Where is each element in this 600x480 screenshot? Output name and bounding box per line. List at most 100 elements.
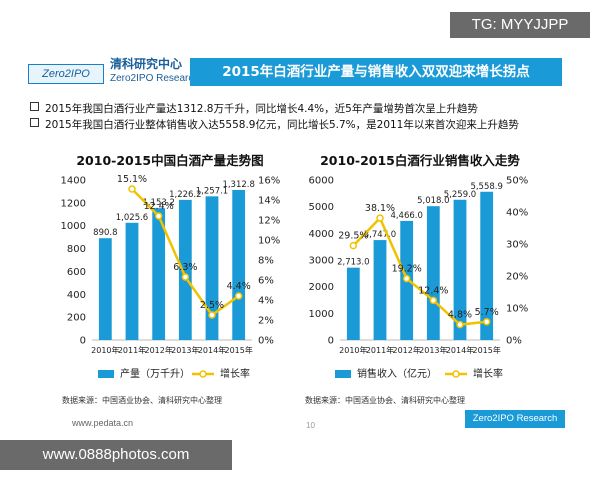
legend-label-bar: 销售收入（亿元） — [357, 367, 437, 380]
legend-marker-line — [199, 370, 207, 378]
x-tick-label: 2014年 — [198, 345, 226, 355]
growth-rate-point — [349, 241, 358, 250]
legend-label-bar: 产量（万千升） — [120, 367, 190, 380]
y2-tick-label: 14% — [258, 196, 280, 207]
growth-rate-point — [456, 320, 464, 329]
footer-brand: Zero2IPO Research — [465, 410, 565, 428]
growth-rate-point — [128, 185, 136, 193]
growth-rate-data-label: 2.5% — [200, 300, 224, 311]
page-number: 10 — [306, 421, 315, 430]
bar — [178, 199, 192, 340]
bar-data-label: 1,312.8 — [222, 180, 254, 190]
bar — [232, 189, 246, 340]
x-tick-label: 2011年 — [118, 345, 146, 355]
growth-rate-line — [352, 215, 487, 326]
bar — [98, 238, 112, 340]
bar-data-label: 890.8 — [93, 228, 117, 238]
bar — [125, 222, 139, 340]
watermark: www.0888photos.com — [0, 440, 232, 470]
bullet-production: 2015年我国白酒行业产量达1312.8万千升，同比增长4.4%，近5年产量增势… — [30, 101, 478, 116]
zero2ipo-logo: Zero2IPO — [28, 64, 104, 84]
x-tick-label: 2010年 — [339, 345, 367, 355]
y2-tick-label: 0% — [258, 336, 274, 347]
growth-rate-data-label: 19.2% — [392, 264, 422, 275]
legend-marker-line — [452, 370, 460, 378]
bar — [152, 208, 166, 340]
x-tick-label: 2014年 — [446, 345, 474, 355]
y2-tick-label: 0% — [506, 336, 522, 347]
bar-data-label: 2,713.0 — [337, 258, 369, 268]
bar-data-label: 5,018.0 — [417, 196, 449, 206]
y-tick-label: 400 — [67, 290, 86, 301]
bar-data-label: 3,747.0 — [364, 230, 396, 240]
growth-rate-data-label: 15.1% — [117, 174, 147, 185]
logo-name-cn: 清科研究中心 — [110, 57, 183, 71]
y-tick-label: 6000 — [309, 176, 334, 187]
y-tick-label: 0 — [328, 336, 334, 347]
x-tick-label: 2015年 — [224, 345, 252, 355]
y2-tick-label: 50% — [506, 176, 528, 187]
y2-tick-label: 16% — [258, 176, 280, 187]
y-tick-label: 1400 — [61, 176, 86, 187]
legend-label-line: 增长率 — [220, 367, 250, 380]
x-tick-label: 2012年 — [144, 345, 172, 355]
bar — [480, 191, 494, 340]
y-tick-label: 200 — [67, 313, 86, 324]
bullet-text: 2015年我国白酒行业产量达1312.8万千升，同比增长4.4%，近5年产量增势… — [45, 103, 478, 115]
source-note-revenue: 数据来源：中国酒业协会、清科研究中心整理 — [305, 396, 465, 405]
x-tick-label: 2011年 — [366, 345, 394, 355]
bar — [346, 267, 360, 340]
growth-rate-data-label: 12.4% — [144, 201, 174, 212]
y2-tick-label: 10% — [506, 304, 528, 315]
x-tick-label: 2010年 — [91, 345, 119, 355]
bullet-revenue: 2015年我国白酒行业整体销售收入达5558.9亿元，同比增长5.7%，是201… — [30, 117, 519, 132]
growth-rate-data-label: 29.5% — [338, 231, 368, 242]
logo-name-en: Zero2IPO Research — [110, 73, 199, 84]
growth-rate-point — [429, 296, 438, 305]
growth-rate-point — [208, 311, 216, 319]
chart-title-revenue: 2010-2015白酒行业销售收入走势 — [320, 153, 520, 168]
growth-rate-data-label: 4.8% — [448, 310, 472, 321]
x-tick-label: 2013年 — [171, 345, 199, 355]
x-tick-label: 2013年 — [419, 345, 447, 355]
y2-tick-label: 40% — [506, 208, 528, 219]
x-tick-label: 2015年 — [472, 345, 500, 355]
bar — [205, 196, 219, 340]
bar-data-label: 5,259.0 — [444, 190, 476, 200]
bar-data-label: 1,153.2 — [142, 198, 174, 208]
bullet-square-icon — [30, 102, 39, 111]
bar — [453, 199, 467, 340]
source-note-production: 数据来源：中国酒业协会、清科研究中心整理 — [62, 396, 222, 405]
growth-rate-point — [402, 274, 411, 283]
y-tick-label: 1000 — [309, 309, 334, 320]
x-tick-label: 2012年 — [392, 345, 420, 355]
legend-label-line: 增长率 — [473, 367, 503, 380]
y-tick-label: 3000 — [309, 256, 334, 267]
bar-data-label: 4,466.0 — [390, 211, 422, 221]
bullet-text: 2015年我国白酒行业整体销售收入达5558.9亿元，同比增长5.7%，是201… — [45, 119, 519, 131]
y-tick-label: 0 — [80, 336, 86, 347]
y-tick-label: 800 — [67, 244, 86, 255]
growth-rate-data-label: 5.7% — [475, 307, 499, 318]
bar-data-label: 1,025.6 — [116, 213, 148, 223]
growth-rate-point — [482, 318, 491, 326]
telegram-badge: TG: MYYJJPP — [450, 12, 590, 38]
legend-swatch-bar — [335, 370, 351, 378]
growth-rate-point — [234, 292, 243, 300]
growth-rate-data-label: 4.4% — [227, 281, 251, 292]
y-tick-label: 1000 — [61, 221, 86, 232]
legend-swatch-bar — [98, 370, 114, 378]
bar-data-label: 1,257.1 — [196, 186, 228, 196]
bar-data-label: 5,558.9 — [470, 182, 502, 192]
y2-tick-label: 30% — [506, 240, 528, 251]
y-tick-label: 2000 — [309, 282, 334, 293]
y2-tick-label: 2% — [258, 316, 274, 327]
growth-rate-point — [376, 214, 384, 222]
y2-tick-label: 20% — [506, 272, 528, 283]
y2-tick-label: 8% — [258, 256, 274, 267]
growth-rate-data-label: 6.3% — [173, 262, 197, 273]
revenue-chart: 0 1000 2000 3000 4000 5000 6000 0% 10% 20% 30% 40% 5… — [309, 176, 529, 381]
bar-data-label: 1,226.2 — [169, 190, 201, 200]
y-tick-label: 4000 — [309, 229, 334, 240]
growth-rate-data-label: 12.4% — [418, 285, 448, 296]
